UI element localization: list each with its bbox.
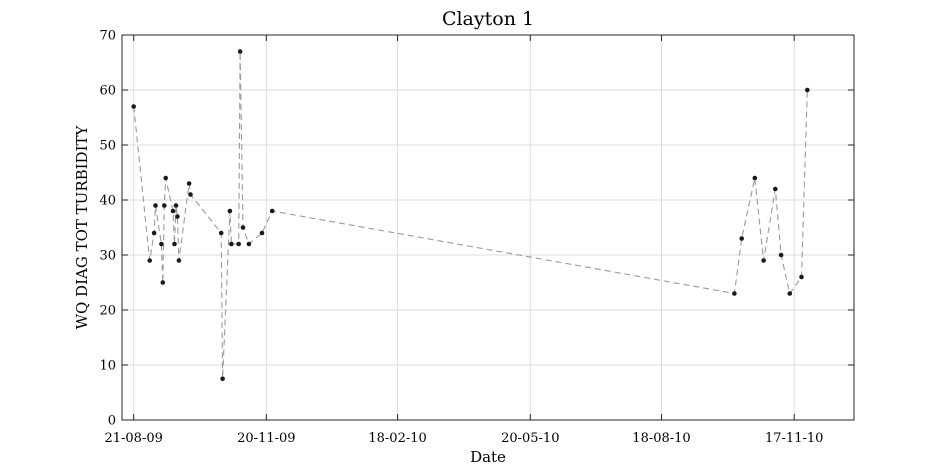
- data-point: [259, 230, 265, 236]
- data-point: [175, 214, 180, 219]
- y-tick-label: 20: [99, 304, 116, 319]
- data-point: [163, 175, 168, 181]
- data-point: [227, 208, 233, 214]
- data-point: [159, 241, 164, 247]
- data-point: [752, 175, 758, 181]
- data-point: [761, 258, 766, 263]
- data-point: [269, 208, 275, 214]
- series-line: [133, 51, 808, 379]
- axis-ticks: 0 10 20 30 40 50 60 70 21-08-09 20-11-09 18-02-10 2…: [99, 29, 854, 446]
- data-point: [787, 291, 793, 296]
- x-tick-label: 18-02-10: [368, 431, 426, 446]
- data-point: [220, 376, 225, 382]
- y-tick-label: 70: [99, 29, 116, 44]
- data-point: [237, 49, 243, 54]
- data-point: [162, 203, 167, 208]
- x-tick-label: 20-05-10: [501, 431, 559, 446]
- data-point: [799, 274, 804, 280]
- data-point: [773, 186, 778, 192]
- data-point: [131, 104, 136, 109]
- y-tick-label: 30: [99, 249, 116, 264]
- data-point: [176, 258, 182, 263]
- x-tick-label: 17-11-10: [765, 431, 823, 446]
- data-point: [732, 291, 737, 296]
- y-axis-label: WQ DIAG TOT TURBIDITY: [73, 124, 91, 329]
- y-tick-label: 0: [108, 414, 116, 429]
- data-point: [778, 252, 784, 258]
- data-point: [186, 181, 192, 186]
- y-tick-label: 50: [99, 139, 116, 154]
- data-point: [147, 258, 152, 263]
- x-tick-label: 21-08-09: [104, 431, 162, 446]
- x-tick-label: 18-08-10: [632, 431, 690, 446]
- data-point: [236, 241, 241, 247]
- data-point: [218, 230, 224, 236]
- data-point: [160, 280, 166, 285]
- x-axis-label: Date: [470, 448, 506, 466]
- data-point: [188, 192, 193, 197]
- data-point: [805, 87, 810, 93]
- data-point: [229, 241, 234, 247]
- y-tick-label: 40: [99, 194, 116, 209]
- x-tick-label: 20-11-09: [237, 431, 295, 446]
- data-point: [153, 203, 158, 208]
- data-point: [151, 230, 157, 236]
- data-point: [170, 208, 176, 214]
- y-tick-label: 60: [99, 84, 116, 99]
- data-point: [172, 241, 177, 247]
- chart-title: Clayton 1: [442, 8, 534, 30]
- series-group: [131, 49, 810, 382]
- y-tick-label: 10: [99, 359, 116, 374]
- data-point: [246, 241, 252, 247]
- data-point: [739, 236, 744, 241]
- data-point: [173, 203, 179, 208]
- plot-frame: [121, 34, 855, 421]
- data-point: [240, 225, 246, 230]
